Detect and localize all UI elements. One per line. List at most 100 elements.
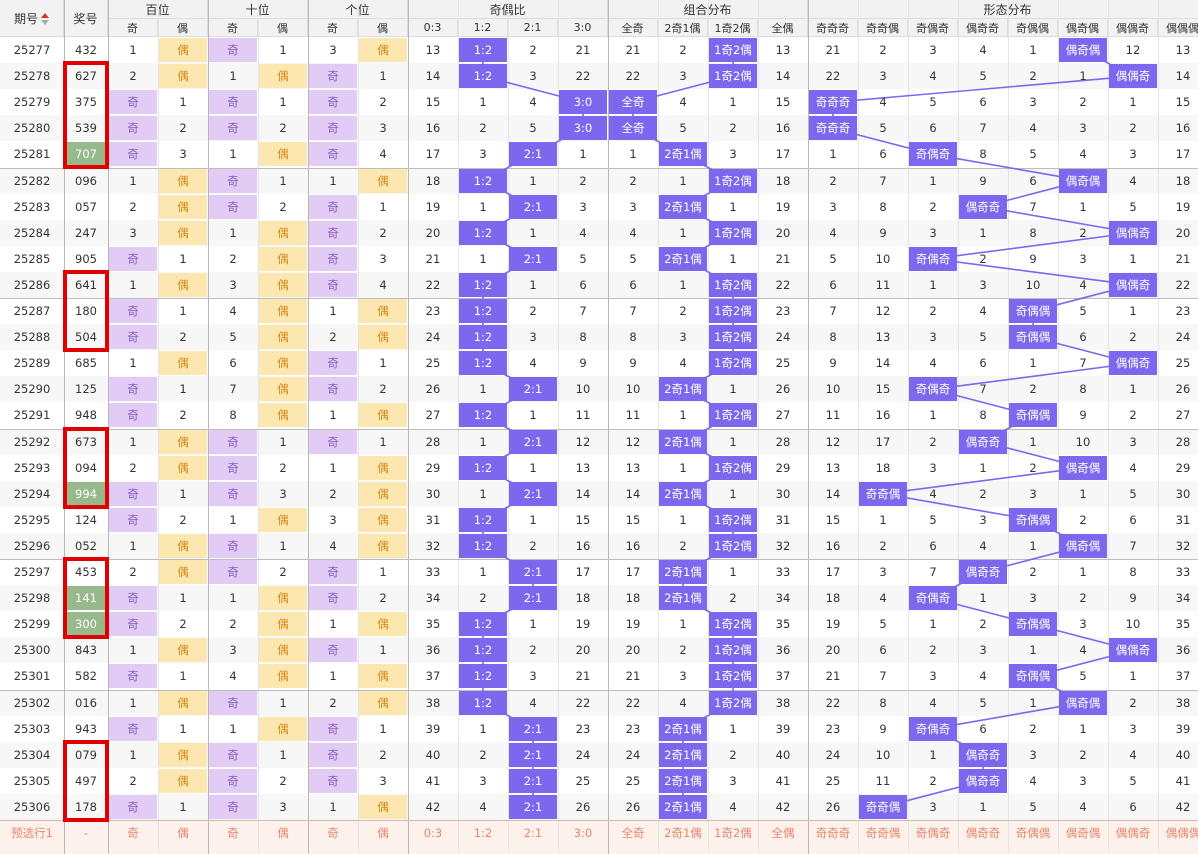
forecast-option[interactable]: 3:0: [573, 826, 593, 841]
omission-count: 2: [329, 695, 337, 710]
even-marker: 偶: [359, 794, 407, 819]
omission-count: 18: [1175, 173, 1191, 188]
omission-count: 14: [825, 486, 841, 501]
omission-count: 2: [679, 304, 687, 319]
forecast-option[interactable]: 奇: [127, 826, 139, 841]
omission-count: 1: [679, 460, 687, 475]
omission-count: 2: [1079, 95, 1087, 110]
sub-column-header: 2奇1偶: [658, 19, 708, 37]
sort-desc-icon[interactable]: [41, 19, 49, 25]
omission-count: 21: [825, 43, 841, 58]
omission-count: 4: [929, 486, 937, 501]
omission-count: 2: [479, 591, 487, 606]
omission-count: 4: [529, 695, 537, 710]
omission-count: 1: [529, 173, 537, 188]
forecast-option[interactable]: 偶: [377, 826, 389, 841]
forecast-option[interactable]: 偶偶偶: [1165, 826, 1198, 841]
omission-count: 4: [529, 95, 537, 110]
forecast-option[interactable]: 奇: [227, 826, 239, 841]
omission-count: 8: [229, 408, 237, 423]
hit-marker: 1:2: [459, 325, 507, 350]
forecast-option[interactable]: 偶偶奇: [1115, 826, 1151, 841]
hit-marker: 偶奇奇: [959, 768, 1007, 793]
omission-count: 4: [529, 356, 537, 371]
omission-count: 30: [425, 486, 441, 501]
issue-column-header[interactable]: 期号: [0, 0, 64, 37]
omission-count: 1: [729, 721, 737, 736]
omission-count: 14: [875, 356, 891, 371]
omission-count: 4: [979, 304, 987, 319]
even-marker: 偶: [259, 716, 307, 741]
hit-marker: 全奇: [609, 90, 657, 115]
omission-count: 1: [379, 434, 387, 449]
omission-count: 1: [1129, 95, 1137, 110]
issue-number: 25288: [13, 330, 51, 345]
sort-asc-icon[interactable]: [41, 12, 49, 18]
forecast-option[interactable]: 偶: [277, 826, 289, 841]
hit-marker: 2:1: [509, 481, 557, 506]
omission-count: 2: [479, 121, 487, 136]
omission-count: 1: [1129, 382, 1137, 397]
omission-count: 1: [729, 382, 737, 397]
forecast-option[interactable]: 奇偶奇: [915, 826, 951, 841]
omission-count: 40: [425, 747, 441, 762]
omission-count: 3: [679, 669, 687, 684]
omission-count: 3: [979, 277, 987, 292]
omission-count: 1: [179, 721, 187, 736]
forecast-option[interactable]: 1奇2偶: [714, 826, 752, 841]
forecast-option[interactable]: 全偶: [771, 826, 795, 841]
omission-count: 7: [879, 173, 887, 188]
odd-marker: 奇: [109, 794, 157, 819]
forecast-option[interactable]: 0:3: [423, 826, 443, 841]
hit-marker: 奇奇偶: [859, 794, 907, 819]
hit-marker: 2奇1偶: [659, 481, 707, 506]
forecast-option[interactable]: 偶奇偶: [1065, 826, 1101, 841]
even-marker: 偶: [259, 638, 307, 663]
forecast-option[interactable]: 2:1: [523, 826, 543, 841]
omission-count: 14: [425, 69, 441, 84]
even-marker: 偶: [159, 690, 207, 715]
omission-count: 2: [379, 225, 387, 240]
omission-count: 3: [1029, 591, 1037, 606]
omission-count: 1: [679, 408, 687, 423]
omission-count: 2: [979, 617, 987, 632]
omission-count: 1: [129, 356, 137, 371]
issue-number: 25291: [13, 408, 51, 423]
omission-count: 1: [529, 225, 537, 240]
omission-count: 1: [279, 173, 287, 188]
omission-count: 34: [425, 591, 441, 606]
forecast-option[interactable]: 奇偶偶: [1015, 826, 1051, 841]
omission-count: 5: [979, 695, 987, 710]
omission-count: 4: [579, 225, 587, 240]
forecast-option[interactable]: 1:2: [473, 826, 493, 841]
hit-marker: 2奇1偶: [659, 246, 707, 271]
omission-count: 17: [625, 565, 641, 580]
omission-count: 8: [579, 330, 587, 345]
forecast-option[interactable]: 偶: [177, 826, 189, 841]
forecast-option[interactable]: 奇奇奇: [815, 826, 851, 841]
omission-count: 30: [1175, 486, 1191, 501]
forecast-option[interactable]: 奇: [327, 826, 339, 841]
omission-count: 37: [425, 669, 441, 684]
omission-count: 1: [1129, 251, 1137, 266]
prize-number: 504: [75, 330, 97, 345]
omission-count: 29: [425, 460, 441, 475]
omission-count: 1: [179, 95, 187, 110]
odd-marker: 奇: [109, 481, 157, 506]
hit-marker: 1奇2偶: [709, 38, 757, 63]
omission-count: 25: [575, 773, 591, 788]
forecast-option[interactable]: 偶奇奇: [965, 826, 1001, 841]
odd-marker: 奇: [109, 586, 157, 611]
omission-count: 20: [775, 225, 791, 240]
forecast-option[interactable]: 全奇: [621, 826, 645, 841]
hit-marker: 2:1: [509, 142, 557, 167]
odd-marker: 奇: [109, 142, 157, 167]
omission-count: 39: [425, 721, 441, 736]
even-marker: 偶: [159, 429, 207, 454]
issue-number: 25282: [13, 173, 51, 188]
odd-marker: 奇: [309, 116, 357, 141]
omission-count: 3: [479, 147, 487, 162]
forecast-option[interactable]: 2奇1偶: [664, 826, 702, 841]
forecast-option[interactable]: 奇奇偶: [865, 826, 901, 841]
omission-count: 3: [979, 512, 987, 527]
